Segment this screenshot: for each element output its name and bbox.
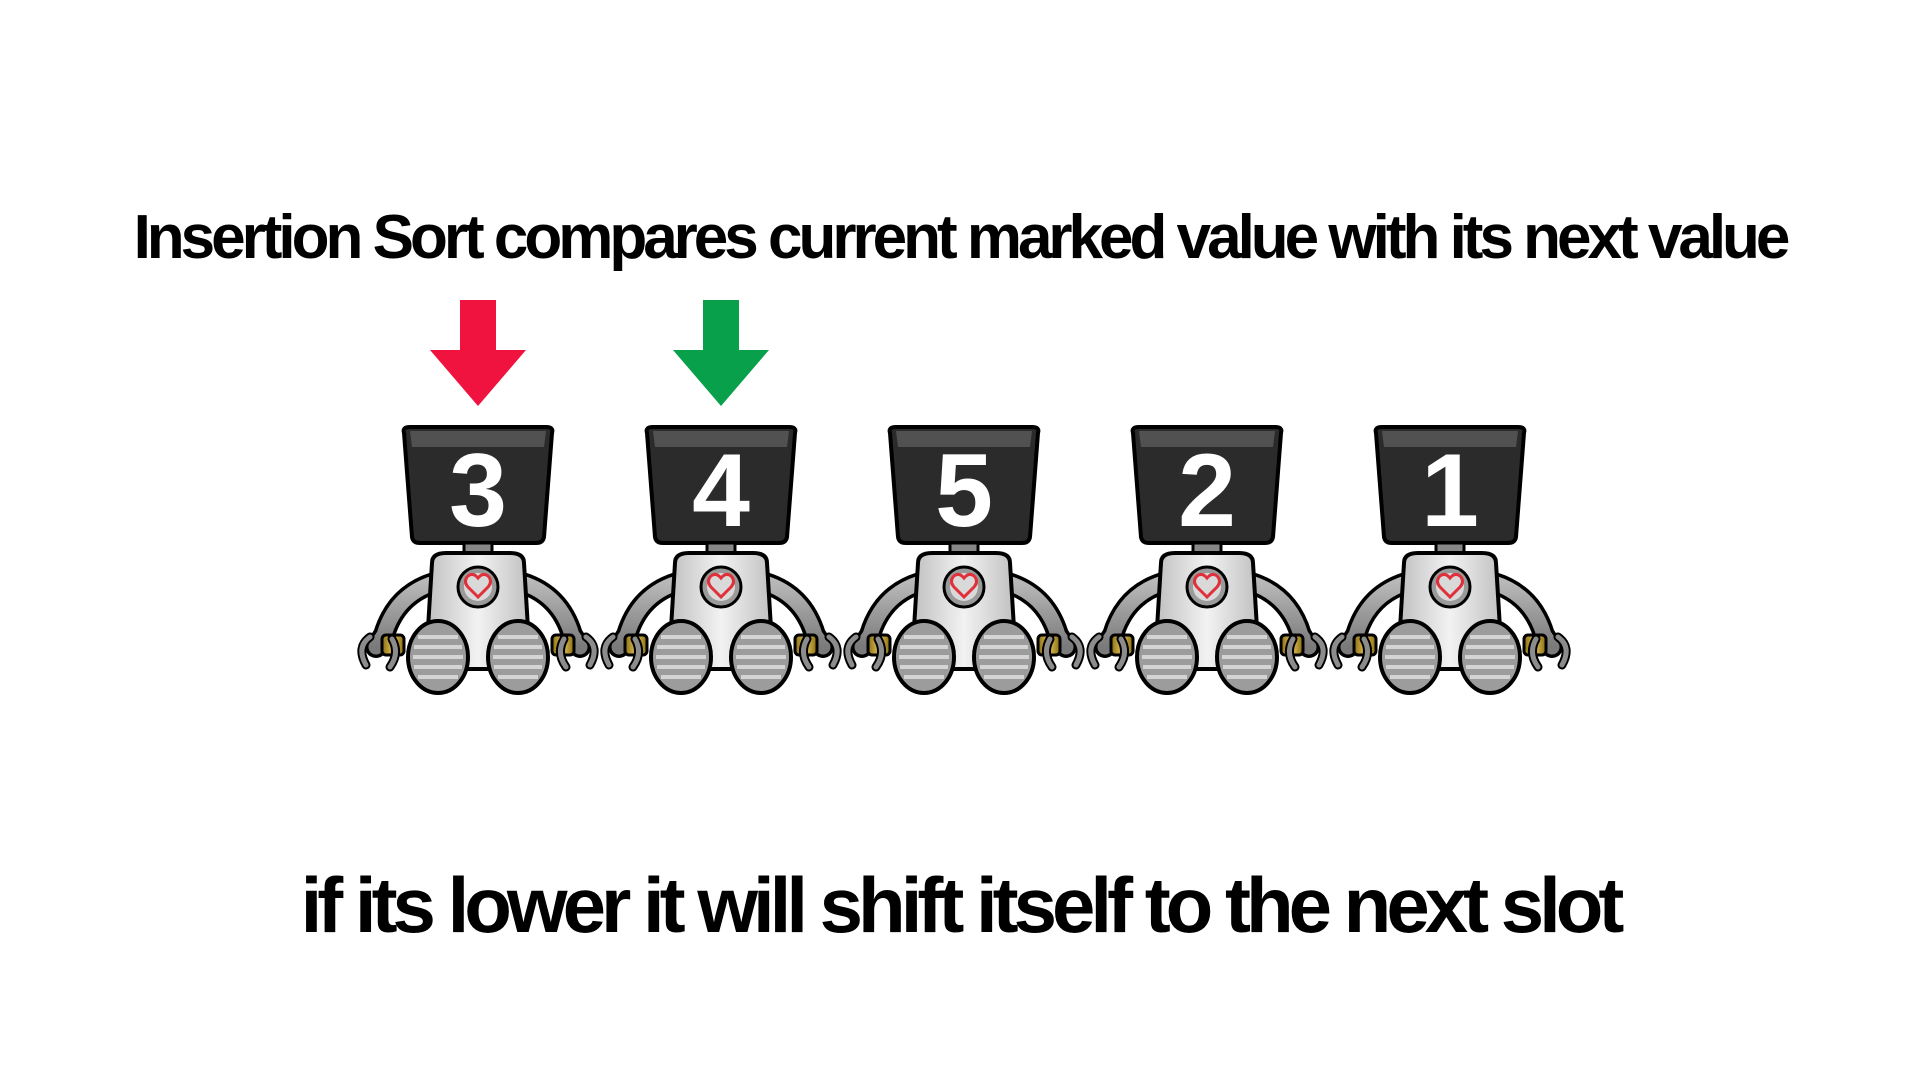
robot-1: 3	[356, 425, 600, 695]
robot-2: 4	[599, 425, 843, 695]
robot-icon	[1328, 425, 1572, 695]
robot-value: 4	[692, 433, 750, 549]
slide-title: Insertion Sort compares current marked v…	[133, 203, 1791, 272]
next-marker-arrow-icon	[673, 300, 769, 406]
robot-icon	[356, 425, 600, 695]
robot-icon	[842, 425, 1086, 695]
robot-icon	[1085, 425, 1329, 695]
current-marker-arrow-icon	[430, 300, 526, 406]
robot-value: 1	[1421, 433, 1479, 549]
robot-5: 1	[1328, 425, 1572, 695]
robot-3: 5	[842, 425, 1086, 695]
robot-4: 2	[1085, 425, 1329, 695]
robot-icon	[599, 425, 843, 695]
robot-value: 5	[935, 433, 993, 549]
slide-subtitle: if its lower it will shift itself to the…	[300, 861, 1625, 949]
robot-value: 2	[1178, 433, 1236, 549]
robot-value: 3	[449, 433, 507, 549]
